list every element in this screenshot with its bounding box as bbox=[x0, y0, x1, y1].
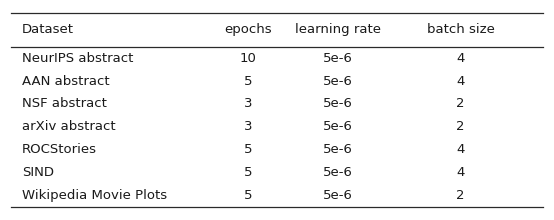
Text: 2: 2 bbox=[456, 189, 465, 202]
Text: NSF abstract: NSF abstract bbox=[22, 97, 106, 110]
Text: 5e-6: 5e-6 bbox=[323, 97, 353, 110]
Text: 4: 4 bbox=[456, 75, 465, 88]
Text: 2: 2 bbox=[456, 97, 465, 110]
Text: 5e-6: 5e-6 bbox=[323, 143, 353, 156]
Text: 10: 10 bbox=[239, 52, 256, 65]
Text: 5e-6: 5e-6 bbox=[323, 52, 353, 65]
Text: 5e-6: 5e-6 bbox=[323, 120, 353, 133]
Text: 4: 4 bbox=[456, 166, 465, 179]
Text: Dataset: Dataset bbox=[22, 23, 74, 36]
Text: 3: 3 bbox=[244, 97, 252, 110]
Text: 5: 5 bbox=[244, 166, 252, 179]
Text: 5e-6: 5e-6 bbox=[323, 189, 353, 202]
Text: 5e-6: 5e-6 bbox=[323, 75, 353, 88]
Text: NeurIPS abstract: NeurIPS abstract bbox=[22, 52, 133, 65]
Text: 4: 4 bbox=[456, 143, 465, 156]
Text: 5: 5 bbox=[244, 189, 252, 202]
Text: epochs: epochs bbox=[224, 23, 271, 36]
Text: learning rate: learning rate bbox=[295, 23, 381, 36]
Text: 5: 5 bbox=[244, 75, 252, 88]
Text: 5: 5 bbox=[244, 143, 252, 156]
Text: SIND: SIND bbox=[22, 166, 54, 179]
Text: 5e-6: 5e-6 bbox=[323, 166, 353, 179]
Text: Wikipedia Movie Plots: Wikipedia Movie Plots bbox=[22, 189, 167, 202]
Text: 2: 2 bbox=[456, 120, 465, 133]
Text: AAN abstract: AAN abstract bbox=[22, 75, 109, 88]
Text: arXiv abstract: arXiv abstract bbox=[22, 120, 115, 133]
Text: ROCStories: ROCStories bbox=[22, 143, 97, 156]
Text: batch size: batch size bbox=[427, 23, 494, 36]
Text: 3: 3 bbox=[244, 120, 252, 133]
Text: 4: 4 bbox=[456, 52, 465, 65]
